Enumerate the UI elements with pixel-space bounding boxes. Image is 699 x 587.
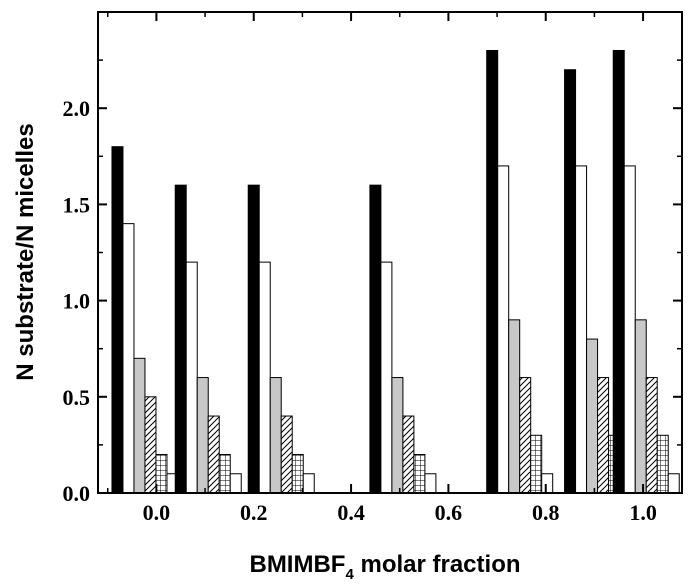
- bar-group-7-series-6: [667, 473, 680, 494]
- bar-group-5-series-1: [486, 49, 499, 494]
- bar-group-1-series-4: [144, 396, 157, 494]
- bar-group-4-series-2: [380, 261, 393, 494]
- bar-group-5-series-3: [508, 319, 521, 494]
- x-tick-label: 0.0: [143, 500, 171, 525]
- bar-group-4-series-5: [413, 454, 426, 494]
- bar-group-7-series-5: [656, 434, 669, 494]
- bar-group-3-series-3: [269, 377, 282, 494]
- bars-layer: [111, 49, 680, 494]
- x-axis-title-subscript: 4: [345, 566, 354, 583]
- bar-group-2-series-1: [174, 184, 187, 494]
- bar-group-7-series-1: [612, 49, 625, 494]
- y-tick-label: 1.5: [63, 192, 91, 217]
- bar-group-2-series-6: [229, 473, 242, 494]
- bar-group-1-series-2: [122, 223, 135, 494]
- bar-group-6-series-2: [575, 165, 588, 494]
- x-axis-title-main: BMIMBF: [249, 551, 345, 578]
- x-tick-label: 0.2: [240, 500, 268, 525]
- bar-group-7-series-2: [623, 165, 636, 494]
- bar-group-2-series-5: [218, 454, 231, 494]
- bar-group-1-series-5: [155, 454, 168, 494]
- bar-group-3-series-2: [258, 261, 271, 494]
- x-axis-title: BMIMBF4 molar fraction: [249, 551, 520, 583]
- bar-group-3-series-5: [291, 454, 304, 494]
- bar-group-5-series-2: [497, 165, 510, 494]
- bar-group-3-series-6: [302, 473, 315, 494]
- bar-group-7-series-4: [645, 377, 658, 494]
- y-axis-title: N substrate/N micelles: [12, 123, 39, 380]
- bar-group-2-series-2: [185, 261, 198, 494]
- bar-group-5-series-6: [541, 473, 554, 494]
- x-tick-label: 1.0: [629, 500, 657, 525]
- bar-group-3-series-4: [280, 415, 293, 494]
- bar-group-7-series-3: [634, 319, 647, 494]
- bar-group-1-series-1: [111, 146, 124, 494]
- bar-group-6-series-1: [564, 69, 577, 494]
- bar-group-2-series-4: [207, 415, 220, 494]
- x-axis: 0.0 0.2 0.4 0.6 0.8 1.0: [106, 12, 657, 525]
- bar-group-5-series-4: [519, 377, 532, 494]
- x-tick-label: 0.8: [532, 500, 560, 525]
- bar-group-4-series-6: [424, 473, 437, 494]
- y-tick-label: 1.0: [63, 289, 91, 314]
- y-tick-label: 0.5: [63, 385, 91, 410]
- bar-group-5-series-5: [530, 434, 543, 494]
- bar-group-1-series-3: [133, 357, 146, 494]
- bar-group-6-series-3: [586, 338, 599, 494]
- bar-group-6-series-4: [597, 377, 610, 494]
- bar-group-2-series-3: [196, 377, 209, 494]
- x-tick-label: 0.4: [337, 500, 365, 525]
- bar-group-4-series-1: [369, 184, 382, 494]
- bar-group-3-series-1: [247, 184, 260, 494]
- x-axis-title-rest: molar fraction: [354, 551, 521, 578]
- y-axis: 0.0 0.5 1.0 1.5 2.0: [63, 59, 682, 506]
- bar-group-4-series-4: [402, 415, 415, 494]
- x-tick-label: 0.6: [435, 500, 463, 525]
- y-tick-label: 2.0: [63, 96, 91, 121]
- bar-group-4-series-3: [391, 377, 404, 494]
- y-tick-label: 0.0: [63, 481, 91, 506]
